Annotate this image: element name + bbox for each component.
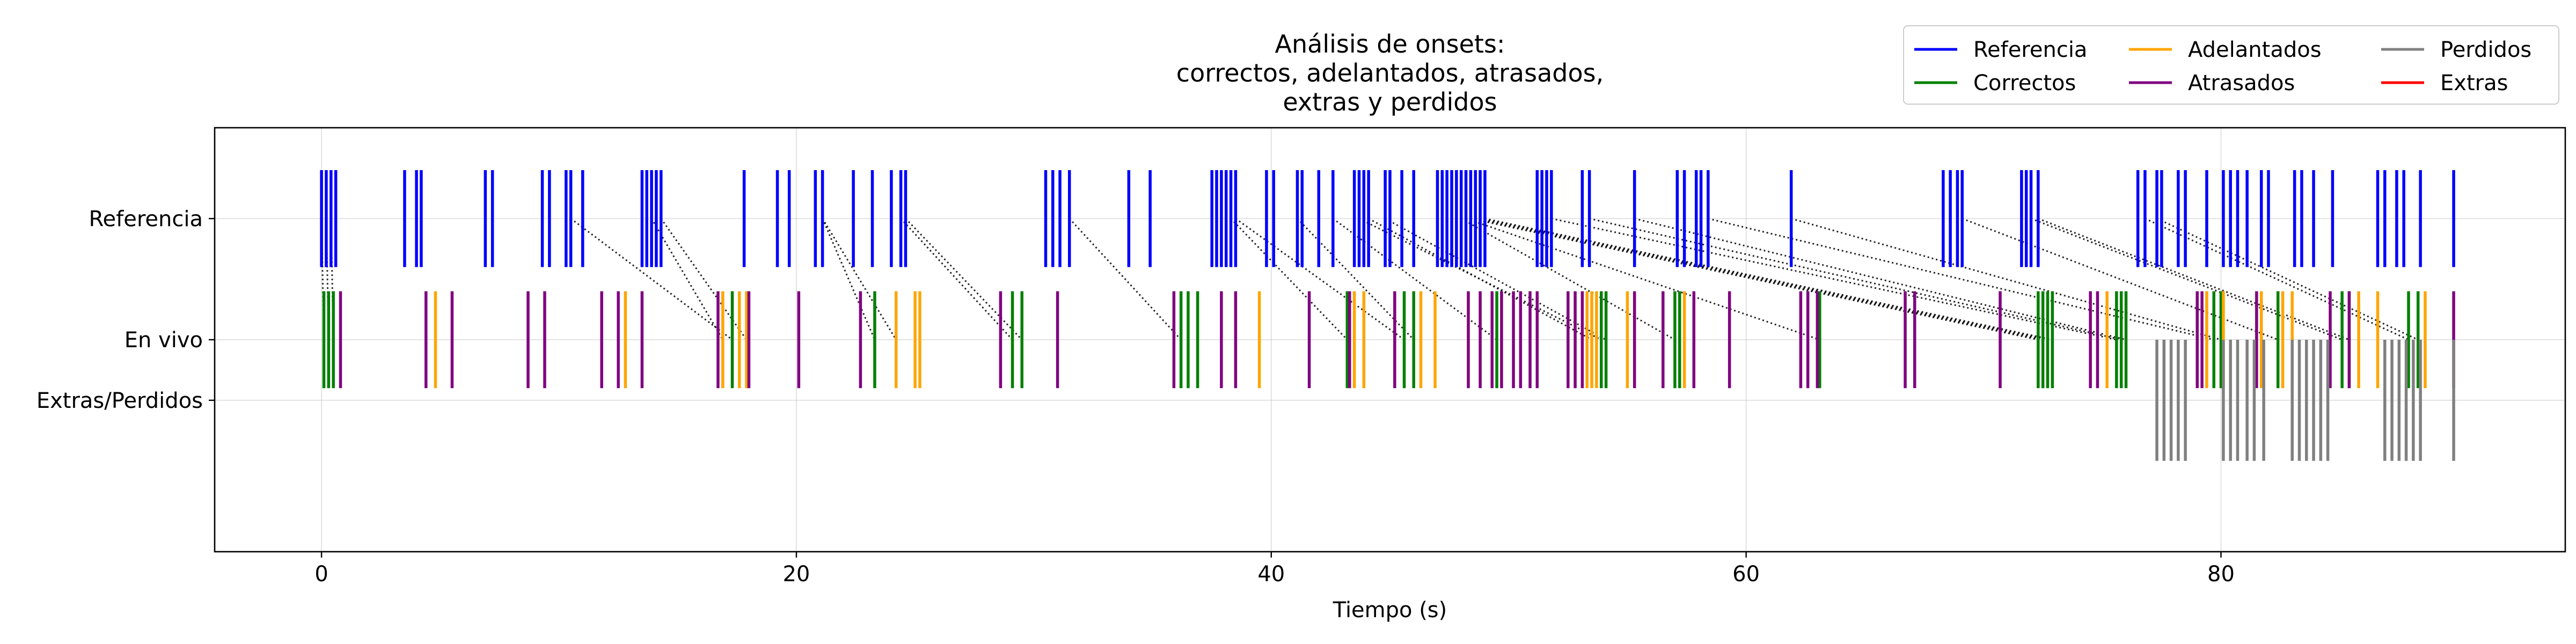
legend-label-perdidos: Perdidos [2440, 38, 2531, 62]
match-link [650, 218, 724, 340]
match-link [330, 218, 334, 340]
onset-marks-layer [320, 170, 2455, 461]
legend-label-adelantados: Adelantados [2188, 38, 2322, 62]
y-tick-label: Extras/Perdidos [36, 389, 203, 413]
legend-items: Referencia Correctos Adelantados Atrasados P… [1914, 38, 2531, 96]
ticks-layer: 0 20 40 60 80 Referencia En vivo Extras/Perdido… [36, 207, 2235, 587]
match-link [1235, 218, 1405, 341]
legend-box [1903, 25, 2559, 105]
match-link [1791, 217, 2221, 341]
match-link [822, 218, 876, 340]
match-link [320, 218, 325, 340]
match-link [2145, 217, 2409, 341]
y-tick-label: En vivo [125, 328, 203, 353]
match-link [570, 218, 733, 341]
x-tick-label: 40 [1257, 562, 1285, 587]
match-link [1551, 217, 2117, 341]
legend-label-referencia: Referencia [1973, 38, 2087, 62]
legend-label-correctos: Correctos [1973, 71, 2076, 96]
match-link [1385, 217, 1607, 341]
x-tick-label: 0 [314, 562, 328, 587]
match-link [1962, 217, 2279, 341]
match-link [660, 218, 748, 340]
match-link [900, 218, 1013, 341]
chart-title-line-2: correctos, adelantados, atrasados, [1176, 58, 1604, 87]
match-link [1069, 218, 1182, 341]
legend-label-atrasados: Atrasados [2188, 71, 2295, 96]
x-tick-label: 60 [1732, 562, 1760, 587]
x-tick-label: 20 [782, 562, 810, 587]
chart-title-line-1: Análisis de onsets: [1275, 30, 1505, 58]
match-link [2156, 217, 2419, 341]
match-link [325, 218, 330, 340]
x-axis-label: Tiempo (s) [1333, 598, 1447, 623]
match-link [1368, 217, 1592, 341]
legend-label-extras: Extras [2440, 71, 2508, 96]
legend: Referencia Correctos Adelantados Atrasados P… [1903, 25, 2559, 105]
x-tick-label: 80 [2207, 562, 2235, 587]
chart-title-line-3: extras y perdidos [1283, 87, 1497, 116]
y-tick-label: Referencia [89, 207, 203, 231]
